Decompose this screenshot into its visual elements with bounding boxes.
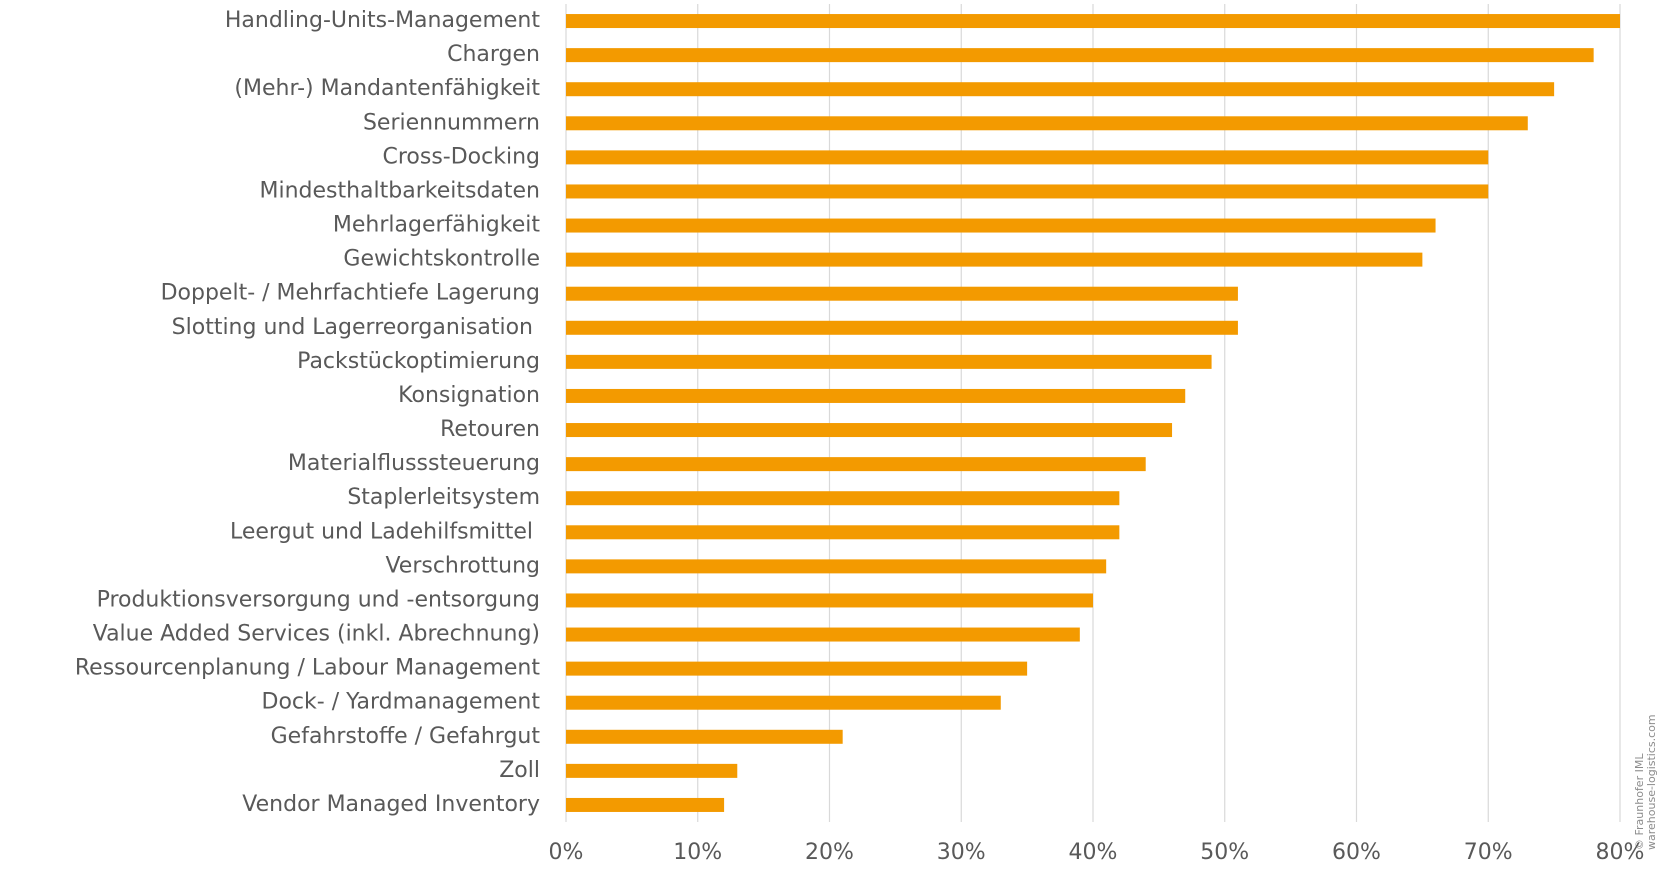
y-tick-label: Gewichtskontrolle [343,247,540,272]
y-tick-label: Vendor Managed Inventory [242,792,540,817]
bar [566,48,1594,63]
y-tick-label: Leergut und Ladehilfsmittel [230,519,540,544]
bar [566,661,1028,676]
x-tick-label: 30% [937,840,986,865]
bar [566,116,1528,131]
bar [566,729,843,744]
bar [566,763,738,778]
x-tick-label: 40% [1069,840,1118,865]
y-tick-label: Mehrlagerfähigkeit [333,213,540,238]
y-tick-label: Slotting und Lagerreorganisation [172,315,540,340]
y-tick-label: Retouren [440,417,540,442]
bar [566,627,1080,642]
x-tick-label: 20% [805,840,854,865]
bar [566,14,1620,29]
y-tick-label: Handling-Units-Management [225,8,540,33]
x-tick-label: 60% [1332,840,1381,865]
y-tick-label: Chargen [447,42,540,67]
bar [566,184,1489,199]
bar [566,797,725,812]
bar [566,423,1173,438]
watermark: © Fraunhofer IML [1633,753,1646,850]
y-tick-label: Produktionsversorgung und -entsorgung [97,587,540,612]
bar [566,457,1146,472]
y-tick-label: Doppelt- / Mehrfachtiefe Lagerung [161,281,540,306]
y-tick-label: Staplerleitsystem [347,485,540,510]
y-tick-label: Cross-Docking [382,144,540,169]
y-tick-label: Seriennummern [363,110,540,135]
bar [566,82,1555,97]
y-tick-label: Konsignation [398,383,540,408]
watermark: warehouse-logistics.com [1645,714,1658,850]
bar [566,286,1238,301]
bar [566,252,1423,267]
y-tick-label: Mindesthaltbarkeitsdaten [259,178,540,203]
y-tick-label: Ressourcenplanung / Labour Management [75,656,540,681]
y-tick-label: Packstückoptimierung [297,349,540,374]
bar [566,491,1120,506]
y-tick-label: Dock- / Yardmanagement [262,690,541,715]
bar [566,559,1107,574]
y-tick-label: Verschrottung [385,553,540,578]
x-tick-label: 50% [1200,840,1249,865]
x-tick-label: 70% [1464,840,1513,865]
y-tick-label: Zoll [499,758,540,783]
y-tick-label: Value Added Services (inkl. Abrechnung) [93,622,540,647]
bar [566,525,1120,540]
x-tick-label: 10% [673,840,722,865]
bar [566,593,1093,608]
y-tick-label: (Mehr-) Mandantenfähigkeit [234,76,540,101]
y-tick-label: Materialflusssteuerung [288,451,540,476]
bar [566,388,1186,403]
x-tick-label: 80% [1596,840,1645,865]
bar [566,695,1001,710]
y-tick-label: Gefahrstoffe / Gefahrgut [271,724,541,749]
bar [566,150,1489,165]
bar [566,354,1212,369]
x-tick-label: 0% [549,840,584,865]
bar [566,218,1436,233]
bar [566,320,1238,335]
